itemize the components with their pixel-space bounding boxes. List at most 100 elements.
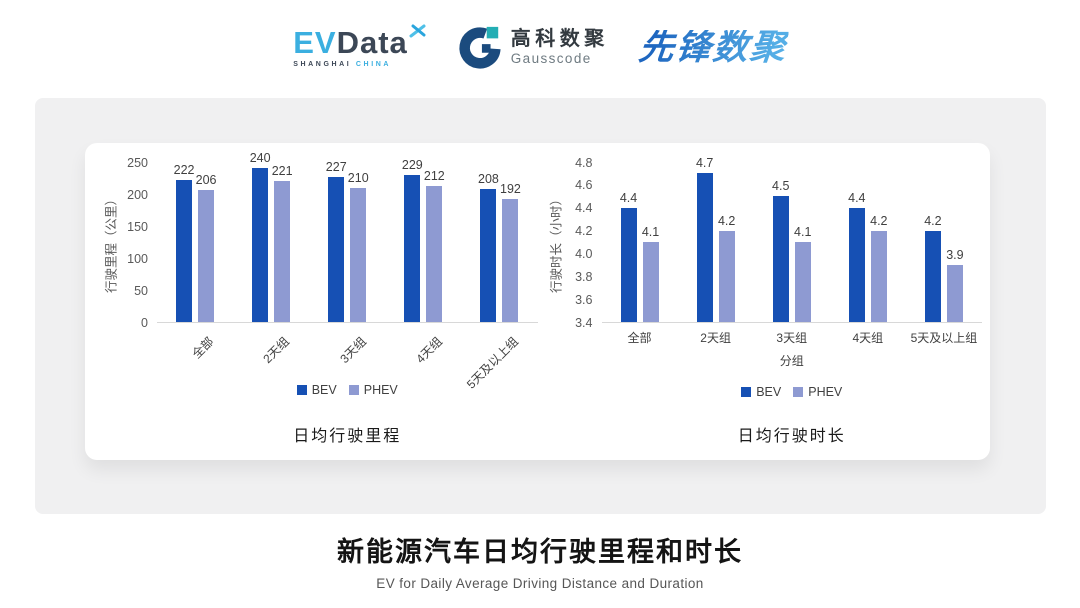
bar-phev: 4.2 bbox=[718, 214, 735, 322]
value-label: 4.2 bbox=[717, 213, 736, 228]
y-tick-label: 3.4 bbox=[575, 315, 593, 330]
page-title: 新能源汽车日均行驶里程和时长 bbox=[337, 537, 743, 567]
bar-group: 227 210 bbox=[326, 160, 369, 322]
legend-item-phev: PHEV bbox=[793, 385, 842, 399]
legend-label: BEV bbox=[311, 383, 337, 397]
y-tick-label: 3.8 bbox=[575, 269, 593, 284]
bar-phev: 206 bbox=[196, 173, 216, 322]
category-label: 3天组 bbox=[336, 334, 369, 367]
y-tick-label: 50 bbox=[134, 283, 148, 298]
bar-bev: 227 bbox=[326, 160, 347, 322]
legend-swatch-phev bbox=[348, 385, 359, 395]
legend-label: PHEV bbox=[363, 383, 398, 397]
y-tick-label: 4.6 bbox=[575, 178, 593, 193]
legend-item-phev: PHEV bbox=[348, 383, 398, 397]
legend-swatch-phev bbox=[793, 387, 804, 397]
value-label: 4.1 bbox=[794, 225, 812, 239]
value-label: 221 bbox=[271, 163, 293, 178]
bar-slot: 4.5 4.1 bbox=[754, 163, 830, 322]
plot-area: 222 206 240 221 227 210 229 212 208 192 bbox=[157, 151, 538, 323]
legend-label: BEV bbox=[756, 385, 782, 399]
bar-slot: 208 192 bbox=[461, 163, 537, 322]
value-label: 4.2 bbox=[924, 213, 942, 228]
bar-bev: 4.7 bbox=[696, 156, 713, 322]
gausscode-g-icon bbox=[459, 26, 501, 69]
bar-group: 4.2 3.9 bbox=[924, 214, 964, 322]
y-axis-label: 行驶时长（小时） bbox=[549, 192, 563, 294]
category-label: 全部 bbox=[627, 331, 652, 345]
y-tick-label: 4.8 bbox=[575, 155, 593, 170]
value-label: 3.9 bbox=[946, 247, 964, 262]
bar-bev: 229 bbox=[402, 158, 423, 322]
page-subtitle: EV for Daily Average Driving Distance an… bbox=[376, 576, 704, 591]
category-slot: 4天组 bbox=[830, 323, 906, 349]
x-axis-label: 分组 bbox=[779, 354, 804, 368]
bar-slot: 4.4 4.2 bbox=[830, 163, 906, 322]
legend-item-bev: BEV bbox=[296, 383, 337, 397]
bar-slot: 229 212 bbox=[385, 158, 461, 322]
bar-slot: 4.4 4.1 bbox=[602, 163, 678, 322]
category-slot: 全部 bbox=[157, 323, 233, 375]
value-label: 4.5 bbox=[772, 179, 790, 194]
value-label: 229 bbox=[401, 158, 423, 173]
y-axis-label: 行驶里程（公里） bbox=[104, 192, 119, 294]
value-label: 222 bbox=[173, 162, 195, 177]
value-label: 4.2 bbox=[870, 213, 888, 228]
evdata-data-text: Data bbox=[336, 24, 408, 60]
bar-slot: 227 210 bbox=[309, 160, 385, 322]
plot-column: 3.4 3.6 3.8 4.0 4.2 4.4 4.6 4.8 4.4 4.1 4.7 4.2 4.5… bbox=[566, 156, 983, 446]
chart-card: 行驶里程（公里） 0 50 100 150 200 250 222 206 240 221 227… bbox=[85, 143, 990, 460]
bar-group: 4.4 4.1 bbox=[620, 191, 659, 322]
category-label: 5天及以上组 bbox=[910, 331, 978, 345]
value-label: 4.4 bbox=[848, 190, 866, 205]
legend-swatch-bev bbox=[296, 385, 307, 395]
footer: 新能源汽车日均行驶里程和时长 EV for Daily Average Driv… bbox=[0, 530, 1080, 591]
y-tick-labels: 3.4 3.6 3.8 4.0 4.2 4.4 4.6 4.8 bbox=[566, 156, 602, 328]
plot-area: 4.4 4.1 4.7 4.2 4.5 4.1 4.4 4.2 4.2 3.9 bbox=[601, 156, 982, 323]
y-tick-label: 3.6 bbox=[575, 292, 593, 307]
category-label: 2天组 bbox=[700, 331, 731, 345]
legend: BEV PHEV bbox=[602, 385, 983, 399]
category-label: 4天组 bbox=[852, 331, 884, 345]
y-tick-label: 250 bbox=[127, 155, 148, 170]
evdata-wordmark: EV Data bbox=[293, 24, 427, 60]
value-label: 192 bbox=[499, 182, 521, 197]
gausscode-text: 高科数聚 Gausscode bbox=[511, 28, 609, 66]
bar-bev: 208 bbox=[478, 172, 499, 322]
y-tick-labels: 0 50 100 150 200 250 bbox=[121, 156, 157, 328]
bar-bev: 4.5 bbox=[772, 179, 789, 322]
bar-phev: 4.2 bbox=[870, 214, 888, 322]
value-label: 210 bbox=[347, 170, 369, 185]
evdata-shanghai-text: SHANGHAI bbox=[293, 60, 352, 68]
bar-phev: 210 bbox=[348, 171, 369, 322]
gausscode-logo: 高科数聚 Gausscode bbox=[457, 24, 609, 70]
value-label: 208 bbox=[477, 171, 499, 186]
legend-item-bev: BEV bbox=[741, 385, 781, 399]
legend-swatch-bev bbox=[741, 387, 752, 397]
bar-slot: 4.7 4.2 bbox=[678, 156, 754, 322]
gausscode-cn-text: 高科数聚 bbox=[510, 28, 609, 50]
evdata-subtext: SHANGHAI CHINA bbox=[293, 61, 427, 68]
y-tick-label: 200 bbox=[127, 187, 148, 202]
plot-column: 0 50 100 150 200 250 222 206 240 221 227 210 229 212… bbox=[121, 151, 538, 446]
value-label: 4.7 bbox=[695, 156, 714, 171]
bar-phev: 212 bbox=[424, 169, 445, 322]
chart-daily-duration: 行驶时长（小时） 3.4 3.6 3.8 4.0 4.2 4.4 4.6 4.8 4.4 4.1… bbox=[544, 156, 983, 446]
evdata-china-text: CHINA bbox=[355, 60, 392, 68]
chart-panel: 行驶里程（公里） 0 50 100 150 200 250 222 206 240 221 227… bbox=[35, 98, 1046, 514]
bar-group: 208 192 bbox=[478, 172, 521, 322]
bar-phev: 3.9 bbox=[946, 248, 964, 322]
bar-slot: 4.2 3.9 bbox=[906, 163, 982, 322]
bar-slot: 222 206 bbox=[157, 163, 233, 322]
legend: BEV PHEV bbox=[157, 383, 538, 397]
category-labels: 全部 2天组 3天组 4天组 5天及以上组 bbox=[602, 323, 983, 349]
category-slot: 2天组 bbox=[678, 323, 754, 349]
evdata-logo: EV Data SHANGHAI CHINA bbox=[293, 24, 427, 68]
bar-group: 229 212 bbox=[402, 158, 445, 322]
category-slot: 全部 bbox=[602, 323, 678, 349]
chart-daily-distance: 行驶里程（公里） 0 50 100 150 200 250 222 206 240 221 227… bbox=[99, 151, 538, 446]
logo-bar: EV Data SHANGHAI CHINA 高科数聚 Gausscode bbox=[0, 24, 1080, 70]
value-label: 4.4 bbox=[619, 190, 638, 205]
bar-bev: 240 bbox=[250, 151, 271, 322]
bar-group: 4.5 4.1 bbox=[772, 179, 812, 322]
